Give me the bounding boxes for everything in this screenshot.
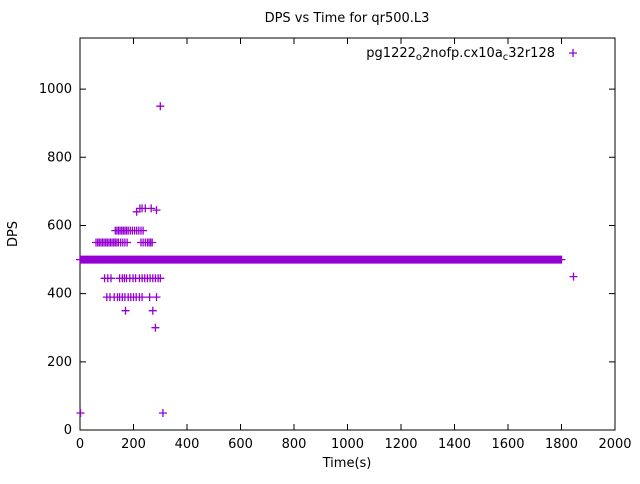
- x-tick-label: 1800: [545, 437, 578, 452]
- chart-title: DPS vs Time for qr500.L3: [265, 11, 430, 26]
- x-axis-label: Time(s): [322, 456, 372, 471]
- legend-label: pg1222o2nofp.cx10ac32r128: [366, 46, 555, 63]
- legend: pg1222o2nofp.cx10ac32r128: [366, 46, 577, 63]
- y-tick-label: 200: [47, 355, 72, 370]
- x-tick-label: 1400: [438, 437, 471, 452]
- x-tick-label: 2000: [598, 437, 631, 452]
- y-tick-label: 800: [47, 150, 72, 165]
- scatter-series: [76, 102, 578, 417]
- x-tick-label: 1200: [384, 437, 417, 452]
- y-tick-label: 1000: [39, 82, 72, 97]
- data-points: [76, 102, 578, 417]
- x-tick-label: 600: [228, 437, 253, 452]
- x-tick-label: 0: [76, 437, 84, 452]
- y-tick-label: 0: [64, 423, 72, 438]
- x-tick-label: 1600: [491, 437, 524, 452]
- y-axis-label: DPS: [6, 221, 21, 247]
- x-tick-label: 200: [121, 437, 146, 452]
- y-tick-label: 600: [47, 218, 72, 233]
- x-tick-label: 400: [175, 437, 200, 452]
- axes: 0 200 400 600 800 1000 1200 1400 1600 1800 2000 0 20…: [39, 37, 632, 452]
- legend-marker-icon: [569, 49, 577, 57]
- x-tick-label: 800: [282, 437, 307, 452]
- x-tick-label: 1000: [331, 437, 364, 452]
- y-tick-label: 400: [47, 287, 72, 302]
